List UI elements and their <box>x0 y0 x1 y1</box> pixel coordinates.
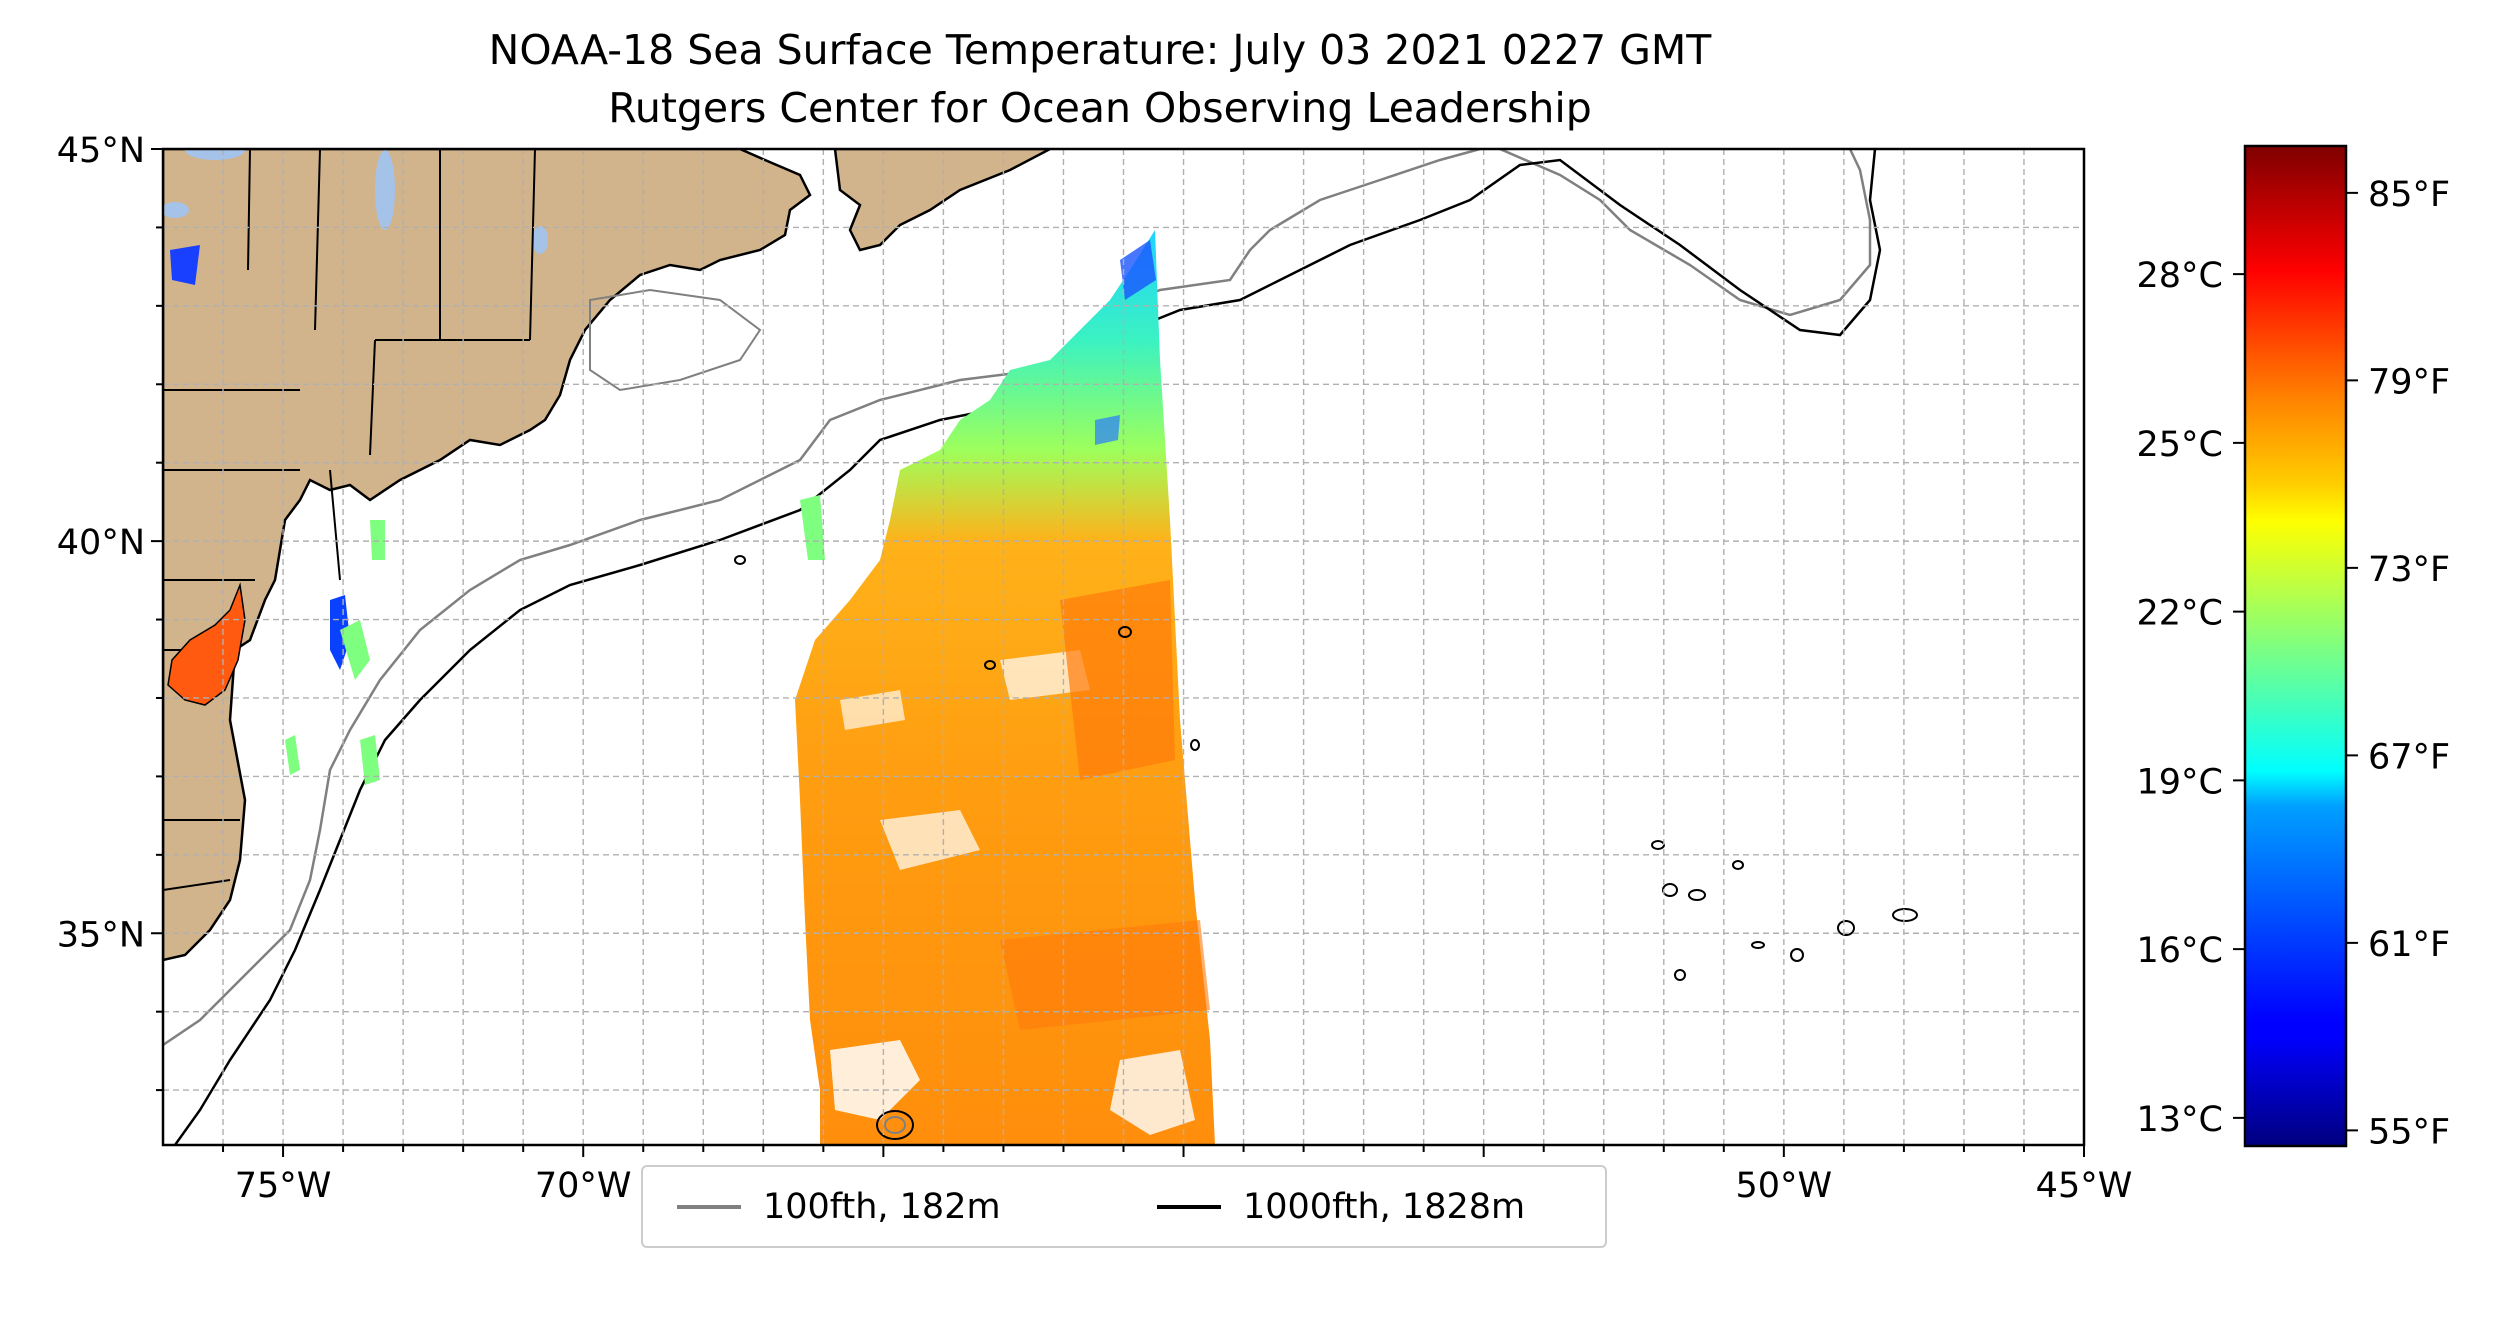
map-content <box>163 149 2084 1145</box>
colorbar-celsius-label: 25°C <box>2137 425 2223 465</box>
gridlines <box>163 149 2084 1145</box>
legend-label-100fth: 100fth, 182m <box>763 1186 1001 1227</box>
colorbar-celsius-label: 19°C <box>2137 762 2223 802</box>
colorbar-fahrenheit-label: 79°F <box>2368 362 2450 402</box>
colorbar-celsius-label: 22°C <box>2137 594 2223 634</box>
colorbar-fahrenheit-label: 73°F <box>2368 550 2450 590</box>
colorbar-celsius-label: 16°C <box>2137 931 2223 971</box>
lon-tick-label: 50°W <box>1736 1166 1833 1206</box>
lat-tick-label: 45°N <box>57 131 145 171</box>
colorbar-fahrenheit-label: 85°F <box>2368 175 2450 215</box>
land-mass <box>163 149 812 962</box>
colorbar-celsius-label: 13°C <box>2137 1100 2223 1140</box>
chart-title: NOAA-18 Sea Surface Temperature: July 03… <box>488 26 1712 74</box>
axis-ticks <box>151 148 2085 1157</box>
contour-100fth-offshore <box>1499 149 1872 317</box>
lon-tick-label: 45°W <box>2036 1166 2133 1206</box>
legend-item-1000fth: 1000fth, 1828m <box>1157 1167 1525 1246</box>
colorbar-celsius-ticks: 13°C 16°C 19°C 22°C 25°C 28°C <box>2137 256 2245 1140</box>
sst-swath <box>795 230 1215 1145</box>
land-nova-scotia <box>833 149 1051 252</box>
legend: 100fth, 182m 1000fth, 1828m <box>641 1165 1607 1248</box>
chesapeake-sst <box>167 582 246 706</box>
colorbar-celsius-label: 28°C <box>2137 256 2223 296</box>
coastal-sst-patches <box>170 245 825 785</box>
colorbar-fahrenheit-label: 61°F <box>2368 925 2450 965</box>
colorbar <box>2243 144 2348 1148</box>
lat-tick-label: 40°N <box>57 523 145 563</box>
legend-swatch-100fth <box>677 1204 741 1209</box>
latitude-labels: 45°N 40°N 35°N <box>57 131 145 955</box>
contour-100fth-gulf <box>589 288 762 392</box>
colorbar-fahrenheit-ticks: 55°F 61°F 67°F 73°F 79°F 85°F <box>2346 175 2450 1152</box>
colorbar-fahrenheit-label: 55°F <box>2368 1112 2450 1152</box>
chart-subtitle: Rutgers Center for Ocean Observing Leade… <box>608 84 1592 132</box>
legend-label-1000fth: 1000fth, 1828m <box>1243 1186 1526 1227</box>
contour-100fth <box>163 149 1481 1047</box>
state-borders <box>163 149 536 891</box>
legend-item-100fth: 100fth, 182m <box>677 1167 1001 1246</box>
colorbar-fahrenheit-label: 67°F <box>2368 737 2450 777</box>
lon-tick-label: 70°W <box>535 1166 632 1206</box>
seamounts <box>734 555 1918 1140</box>
lon-tick-label: 75°W <box>235 1166 332 1206</box>
lat-tick-label: 35°N <box>57 915 145 955</box>
legend-swatch-1000fth <box>1157 1204 1221 1209</box>
lakes <box>163 149 548 254</box>
